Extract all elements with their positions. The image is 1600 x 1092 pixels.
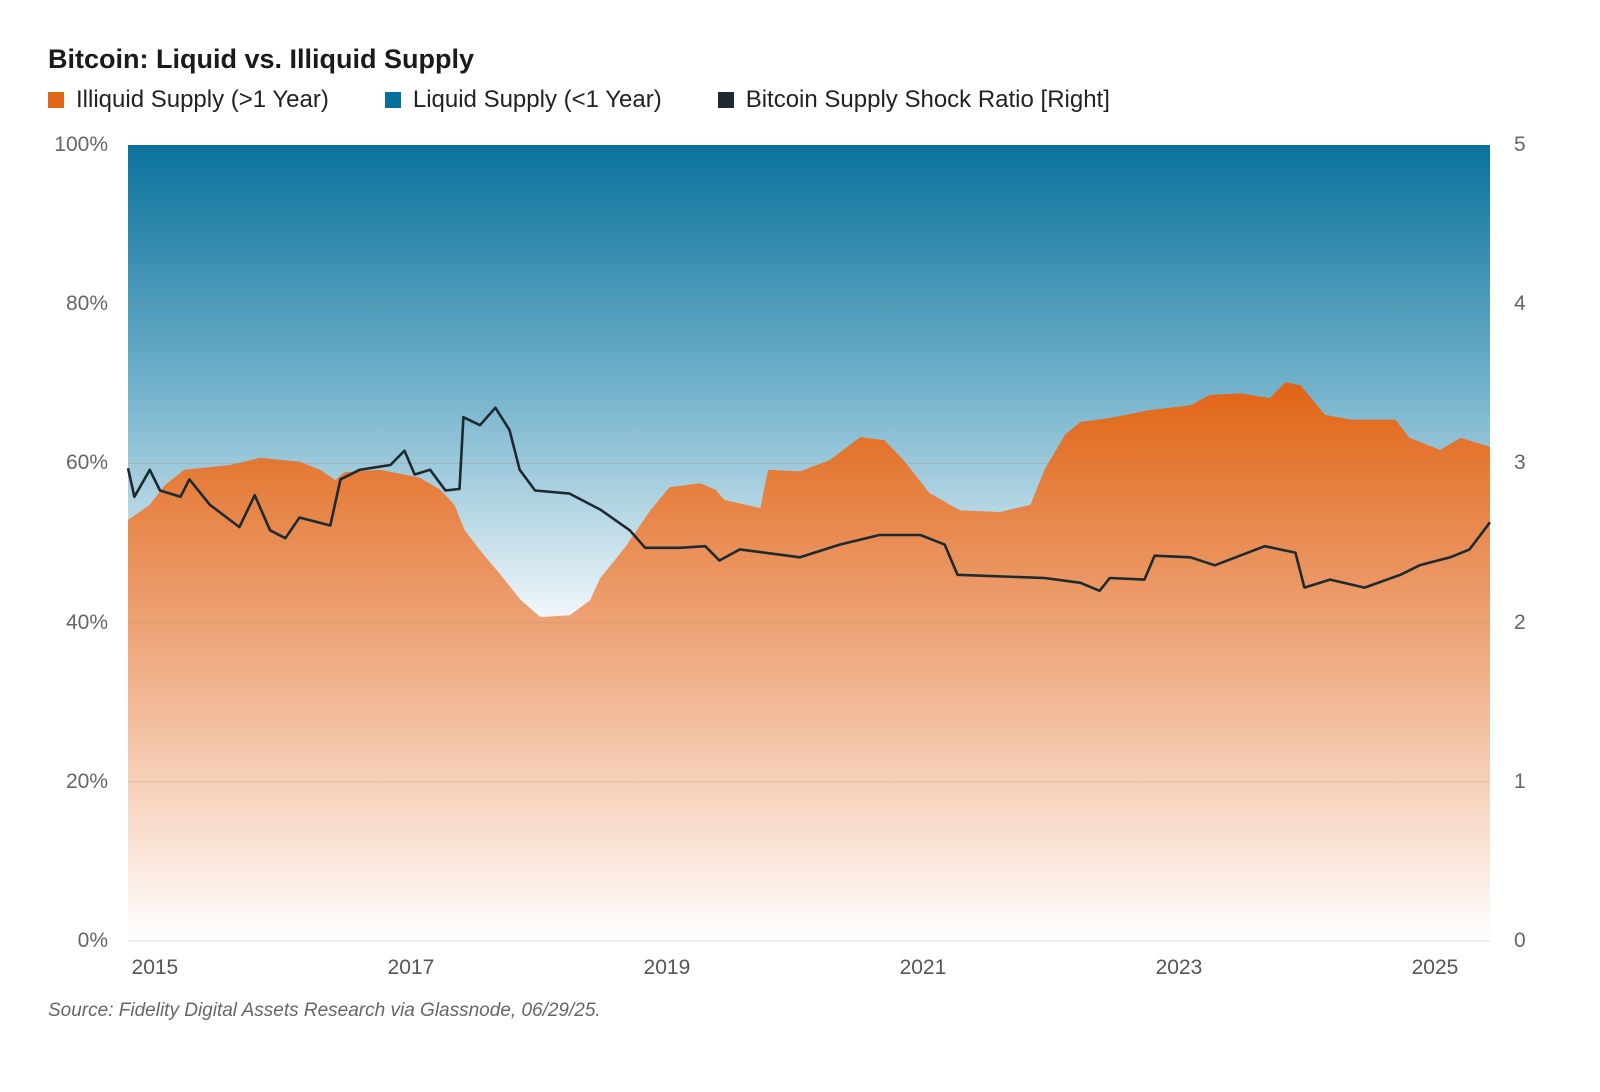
legend-item-ratio: Bitcoin Supply Shock Ratio [Right] (717, 86, 1110, 114)
legend-item-liquid: Liquid Supply (<1 Year) (384, 86, 662, 114)
x-tick-label: 2021 (899, 956, 947, 979)
legend-swatch-ratio (717, 92, 734, 108)
y-left-tick-label: 0% (77, 929, 108, 952)
legend-label: Liquid Supply (<1 Year) (412, 86, 662, 113)
legend: Illiquid Supply (>1 Year) Liquid Supply … (48, 86, 1166, 114)
y-left-tick-label: 60% (65, 451, 108, 475)
legend-swatch-illiquid (48, 92, 64, 108)
chart-title: Bitcoin: Liquid vs. Illiquid Supply (48, 44, 474, 74)
y-left-tick-label: 80% (65, 292, 108, 316)
illiquid-supply-area (128, 382, 1490, 941)
supply-shock-ratio-line (126, 406, 1492, 593)
source-note: Source: Fidelity Digital Assets Research… (48, 1000, 601, 1021)
y-left-tick-label: 40% (65, 610, 108, 634)
y-right-tick-label: 5 (1514, 133, 1526, 156)
legend-label: Illiquid Supply (>1 Year) (76, 86, 329, 113)
y-left-tick-label: 100% (54, 133, 108, 156)
y-right-tick-label: 2 (1514, 610, 1526, 634)
y-left-tick-label: 20% (65, 769, 108, 793)
legend-item-illiquid: Illiquid Supply (>1 Year) (48, 86, 329, 114)
x-tick-label: 2017 (387, 956, 435, 979)
y-right-tick-label: 1 (1514, 769, 1526, 793)
y-right-tick-label: 0 (1514, 929, 1526, 952)
x-tick-label: 2025 (1411, 956, 1459, 979)
x-tick-label: 2019 (643, 956, 691, 979)
legend-label: Bitcoin Supply Shock Ratio [Right] (745, 86, 1110, 113)
x-tick-label: 2015 (131, 956, 179, 979)
y-right-tick-label: 3 (1514, 451, 1526, 475)
y-right-tick-label: 4 (1514, 292, 1526, 316)
legend-swatch-liquid (384, 92, 401, 108)
x-tick-label: 2023 (1155, 956, 1203, 979)
